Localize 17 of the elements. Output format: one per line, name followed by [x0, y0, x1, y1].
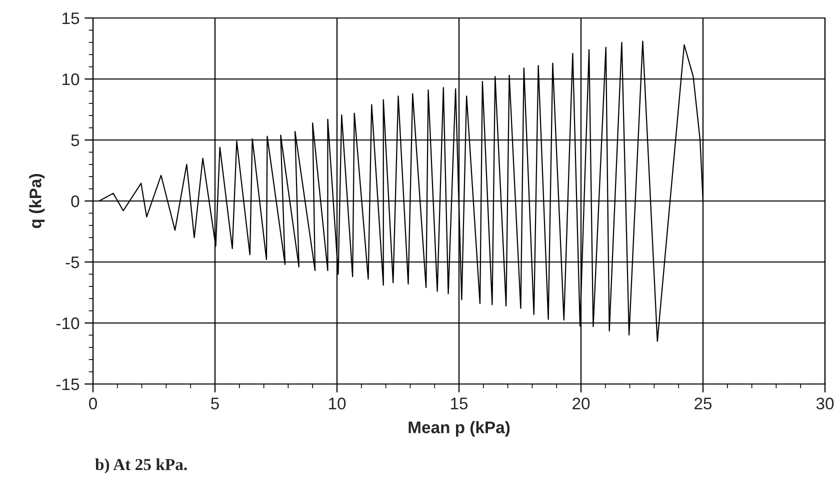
x-tick-label: 0 [89, 398, 97, 410]
x-tick-label: 20 [572, 398, 590, 410]
y-tick-label: -15 [56, 378, 80, 390]
y-tick-label: -5 [66, 256, 80, 268]
y-axis-title: q (kPa) [29, 174, 45, 228]
x-tick-label: 10 [329, 398, 346, 410]
x-tick-label: 5 [211, 398, 219, 410]
y-tick-label: 0 [71, 195, 80, 208]
x-tick-label: 25 [694, 398, 712, 410]
y-tick-label: 10 [62, 73, 80, 86]
x-axis-title: Mean p (kPa) [408, 421, 510, 437]
y-tick-label: 5 [71, 134, 80, 146]
text: b) At 25 kPa. [95, 458, 187, 474]
y-tick-label: -10 [56, 317, 80, 330]
y-tick-label: 15 [62, 12, 80, 24]
x-tick-label: 30 [816, 398, 834, 410]
x-tick-label: 15 [451, 398, 468, 410]
